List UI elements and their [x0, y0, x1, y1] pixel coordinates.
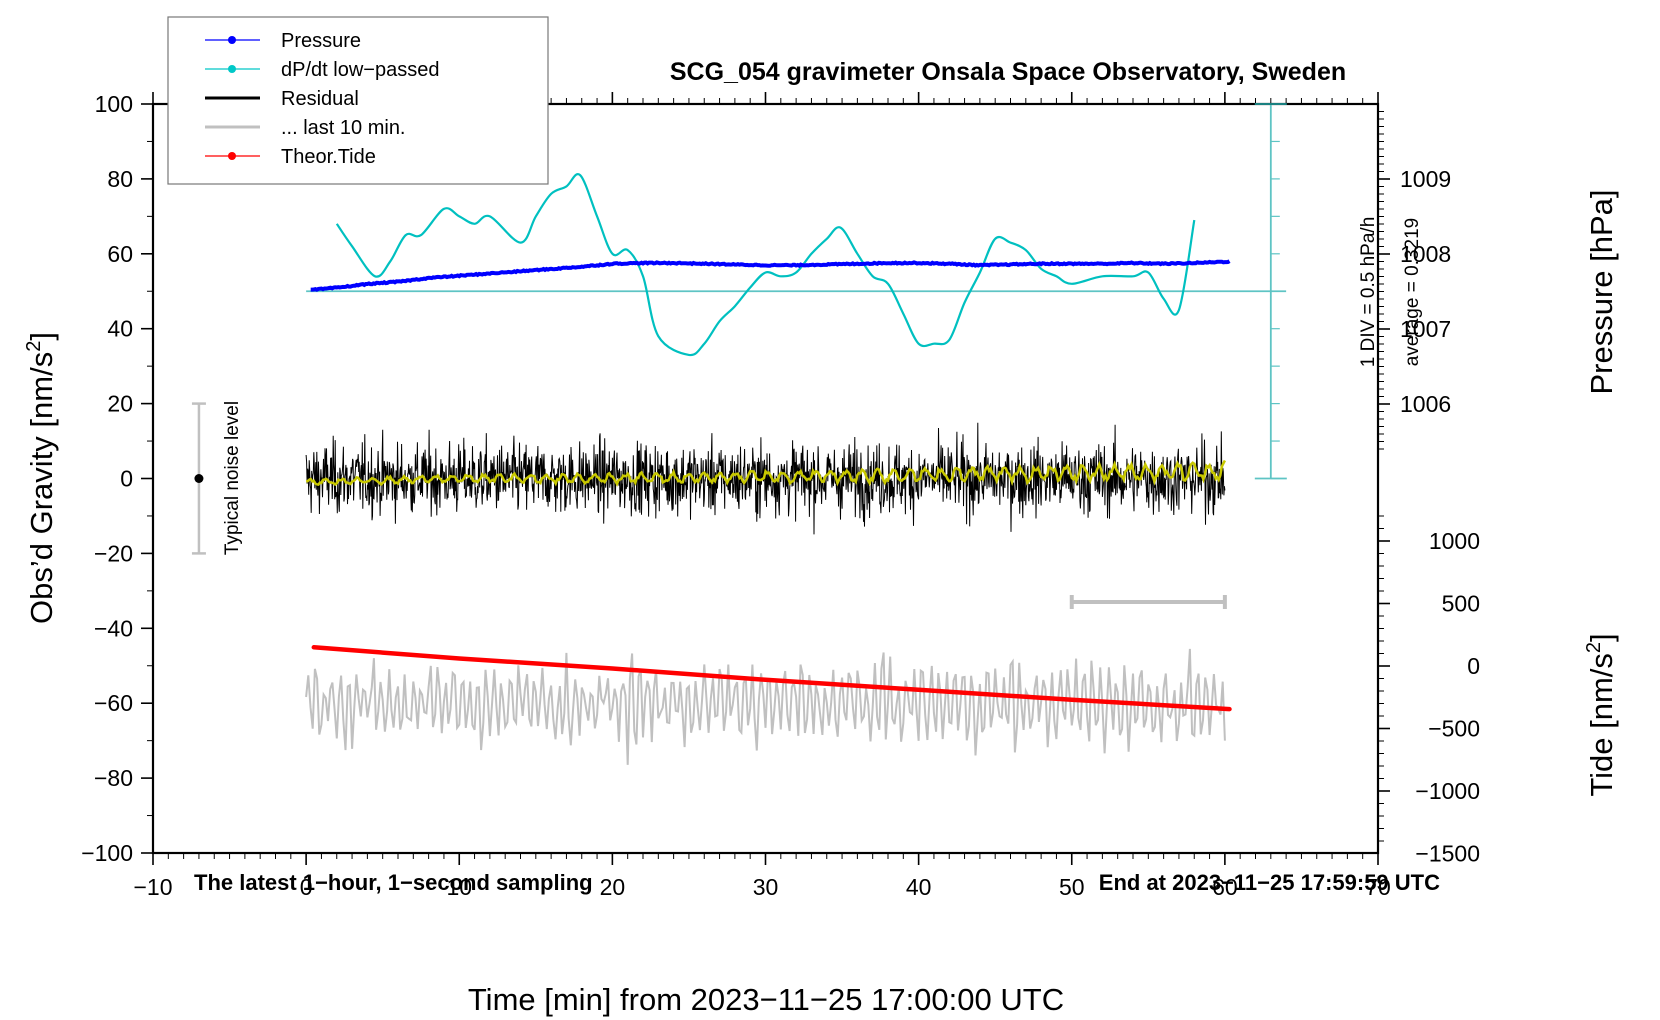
x-tick-label: −10	[133, 874, 172, 900]
y-axis-left-title-sup: 2	[23, 341, 45, 352]
dpdt-axis	[306, 103, 1287, 480]
legend-item: Residual	[205, 88, 359, 110]
y-axis-tide-title-base: Tide [nm/s	[1584, 653, 1619, 797]
pressure-tick-label: 1006	[1400, 391, 1451, 417]
tide-tick-label: 500	[1442, 591, 1480, 617]
legend-item: dP/dt low−passed	[205, 59, 439, 81]
legend-label: Theor.Tide	[281, 146, 376, 168]
pressure-tick-label: 1007	[1400, 316, 1451, 342]
last-10-min-line	[305, 648, 1226, 765]
y-tick-label: −100	[81, 840, 133, 866]
footer-note-left: The latest 1−hour, 1−second sampling	[194, 870, 593, 895]
y-tick-label: −20	[94, 540, 133, 566]
y-tick-label: 100	[95, 91, 133, 117]
y-axis-left-title: Obs’d Gravity [nm/s2]	[23, 332, 59, 624]
tide-tick-label: −1500	[1415, 841, 1480, 867]
y-tick-label: 80	[107, 166, 133, 192]
x-tick-label: 30	[753, 874, 779, 900]
legend-swatch-marker	[228, 152, 236, 160]
y-axis-tide-title-sup: 2	[1583, 642, 1605, 653]
y-axis-pressure-title: Pressure [hPa]	[1584, 189, 1619, 394]
chart-title: SCG_054 gravimeter Onsala Space Observat…	[670, 58, 1346, 86]
legend-item: Pressure	[205, 30, 361, 52]
tide-tick-label: −1000	[1415, 778, 1480, 804]
residual-smoothed-line	[306, 459, 1227, 487]
legend-label: ... last 10 min.	[281, 117, 406, 139]
theoretical-tide-line	[311, 645, 1232, 712]
dpdt-scale-label: 1 DIV = 0.5 hPa/h	[1358, 217, 1379, 368]
legend-item: ... last 10 min.	[205, 117, 406, 139]
y-tick-label: −40	[94, 615, 133, 641]
y-axis-tide-title: Tide [nm/s2]	[1583, 633, 1619, 796]
x-tick-label: 40	[906, 874, 932, 900]
x-tick-label: 10	[446, 874, 472, 900]
pressure-tick-label: 1009	[1400, 166, 1451, 192]
legend-swatch-marker	[228, 36, 236, 44]
y-axis-left: 100 80 60 40 20 0 −20 −40 −60 −80 −100	[81, 91, 153, 866]
noise-level-indicator	[191, 402, 206, 555]
y-axis-tide: 1000 500 0 −500 −1000 −1500	[1378, 515, 1480, 867]
noise-level-label: Typical noise level	[222, 401, 243, 555]
legend: Pressure dP/dt low−passed Residual ... last…	[167, 16, 549, 185]
legend-label: Residual	[281, 88, 359, 110]
legend-item: Theor.Tide	[205, 146, 376, 168]
legend-swatch-marker	[228, 65, 236, 73]
y-tick-label: −80	[94, 765, 133, 791]
tide-tick-label: 0	[1467, 653, 1480, 679]
y-tick-label: 20	[107, 391, 133, 417]
y-tick-label: 0	[120, 466, 133, 492]
y-tick-label: 40	[107, 316, 133, 342]
footer-note-right: End at 2023−11−25 17:59:59 UTC	[1099, 870, 1440, 895]
dpdt-average-label: average = 0.3219	[1402, 218, 1423, 366]
residual-line	[305, 422, 1226, 535]
x-tick-label: 50	[1059, 874, 1085, 900]
legend-label: dP/dt low−passed	[281, 59, 439, 81]
y-tick-label: 60	[107, 241, 133, 267]
x-axis-title: Time [min] from 2023−11−25 17:00:00 UTC	[468, 982, 1064, 1017]
pressure-tick-label: 1008	[1400, 241, 1451, 267]
pressure-line	[310, 259, 1231, 292]
tide-tick-label: −500	[1428, 716, 1480, 742]
y-axis-tide-title-close: ]	[1584, 633, 1619, 642]
y-axis-left-title-close: ]	[24, 332, 59, 341]
y-tick-label: −60	[94, 690, 133, 716]
series-layer	[305, 173, 1232, 765]
y-axis-pressure: 1009 1008 1007 1006	[1378, 111, 1451, 450]
x-tick-label: 60	[1212, 874, 1238, 900]
x-tick-label: 20	[600, 874, 626, 900]
x-axis: −10 0 10 20 30 40 50 60 70	[133, 853, 1391, 900]
y-axis-left-title-base: Obs’d Gravity [nm/s	[24, 352, 59, 624]
x-tick-label: 0	[300, 874, 313, 900]
x-tick-label: 70	[1365, 874, 1391, 900]
noise-center-dot	[194, 474, 204, 483]
last-10-min-bar	[1069, 595, 1227, 609]
tide-tick-label: 1000	[1429, 528, 1480, 554]
legend-label: Pressure	[281, 30, 361, 52]
